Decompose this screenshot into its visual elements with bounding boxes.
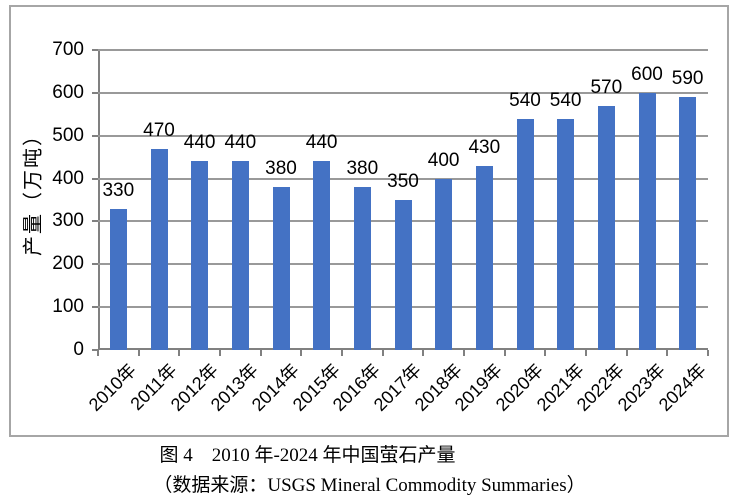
bar (557, 118, 575, 350)
x-axis-tick (707, 350, 709, 356)
bar (353, 187, 371, 350)
y-axis-tick-label: 200 (52, 253, 84, 275)
y-axis-tick-label: 700 (52, 39, 84, 60)
caption-source: （数据来源：USGS Mineral Commodity Summaries） (153, 475, 586, 496)
x-axis-tick (422, 350, 425, 356)
x-axis-tick (503, 350, 506, 356)
bar-value-label: 590 (671, 68, 704, 90)
y-gridline (98, 91, 708, 94)
bar-value-label: 440 (224, 132, 257, 154)
y-axis-tick (92, 91, 98, 94)
bar-value-label: 600 (631, 63, 663, 85)
y-axis-tick-label: 500 (52, 124, 84, 146)
y-axis-tick-label: 300 (52, 210, 84, 232)
x-axis-tick (341, 350, 343, 356)
bar (150, 148, 168, 350)
bar-value-label: 330 (102, 179, 135, 201)
bar-value-label: 570 (590, 76, 623, 98)
y-axis-tick-label: 600 (52, 81, 84, 103)
y-axis-tick (92, 220, 98, 223)
x-axis-tick (97, 350, 99, 356)
y-axis-tick (92, 349, 98, 351)
bar-value-label: 540 (549, 89, 582, 111)
y-axis-tick (92, 306, 98, 309)
y-gridline (98, 177, 708, 180)
bar (597, 105, 615, 350)
bar (109, 208, 127, 350)
bar-value-label: 380 (265, 158, 297, 180)
y-axis-tick-label: 100 (52, 296, 84, 318)
figure-caption: 图 4 2010 年-2024 年中国萤石产量 （数据来源：USGS Miner… (0, 440, 739, 497)
bar-value-label: 400 (427, 149, 460, 171)
bar (191, 161, 209, 350)
bar-value-label: 440 (183, 132, 216, 154)
bar (679, 97, 697, 350)
bar (516, 118, 534, 350)
y-axis-tick (92, 49, 98, 51)
x-axis-tick (259, 350, 262, 356)
y-axis-tick (92, 177, 98, 180)
y-axis-tick (92, 134, 98, 137)
bar (394, 200, 412, 350)
x-axis-tick (585, 350, 587, 356)
x-axis-tick (219, 350, 221, 356)
x-axis-tick (178, 350, 181, 356)
y-axis-tick-label: 0 (73, 339, 84, 360)
bar-value-label: 540 (509, 89, 541, 111)
bar-value-label: 440 (305, 132, 338, 154)
y-gridline (98, 49, 708, 51)
x-axis-tick (544, 350, 547, 356)
bar-value-label: 470 (143, 119, 175, 141)
bar (231, 161, 249, 350)
x-axis-tick (137, 350, 140, 356)
y-gridline (98, 134, 708, 137)
x-axis-tick (300, 350, 303, 356)
bar-value-label: 430 (468, 136, 501, 158)
bar (435, 178, 453, 350)
bar (272, 187, 290, 350)
bar-value-label: 380 (346, 158, 379, 180)
bar (638, 92, 656, 350)
bar-value-label: 350 (387, 171, 419, 192)
caption-title: 图 4 2010 年-2024 年中国萤石产量 (159, 445, 456, 466)
bar (313, 161, 331, 350)
x-axis-tick (666, 350, 669, 356)
bar (475, 165, 493, 350)
y-axis-title: 产量（万吨） (22, 124, 45, 256)
y-axis-tick (92, 263, 98, 266)
x-axis-tick (463, 350, 465, 356)
x-axis-tick (625, 350, 628, 356)
x-axis-tick (381, 350, 384, 356)
y-axis-tick-label: 400 (52, 167, 84, 189)
